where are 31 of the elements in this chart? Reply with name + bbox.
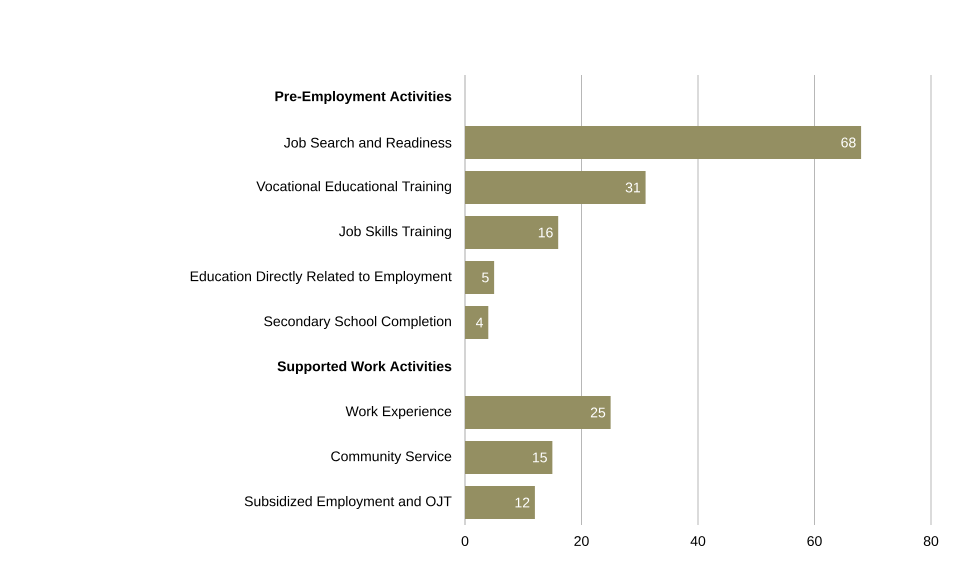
data-label: 5 <box>482 272 489 282</box>
y-tick-label: Job Skills Training <box>339 226 451 240</box>
y-tick-label: Secondary School Completion <box>264 316 451 330</box>
x-tick-label: 0 <box>462 536 468 546</box>
x-tick-label: 60 <box>807 536 822 546</box>
y-tick-label: Pre-Employment Activities <box>275 90 452 104</box>
y-tick-label: Work Experience <box>346 406 452 420</box>
bar <box>465 216 558 249</box>
bar <box>465 126 862 159</box>
bar <box>465 441 552 474</box>
data-label: 68 <box>841 138 856 148</box>
y-tick-label: Vocational Educational Training <box>256 180 451 194</box>
data-label: 12 <box>516 498 530 508</box>
y-tick-label: Education Directly Related to Employment <box>190 270 452 284</box>
data-label: 16 <box>538 228 553 238</box>
bar <box>465 486 535 520</box>
bar <box>465 170 646 204</box>
y-tick-label: Job Search and Readiness <box>284 137 452 148</box>
y-tick-label: Subsidized Employment and OJT <box>244 496 452 510</box>
data-label: 31 <box>626 182 640 192</box>
bar <box>465 396 611 430</box>
data-label: 15 <box>533 452 547 462</box>
y-tick-label: Supported Work Activities <box>278 360 452 374</box>
y-tick-label: Community Service <box>331 450 452 464</box>
data-label: 4 <box>476 318 484 328</box>
bar <box>465 306 488 339</box>
x-tick-label: 40 <box>690 536 706 546</box>
bar <box>465 261 494 294</box>
x-tick-label: 20 <box>574 536 589 546</box>
data-label: 25 <box>590 408 606 418</box>
x-tick-label: 80 <box>924 536 938 546</box>
